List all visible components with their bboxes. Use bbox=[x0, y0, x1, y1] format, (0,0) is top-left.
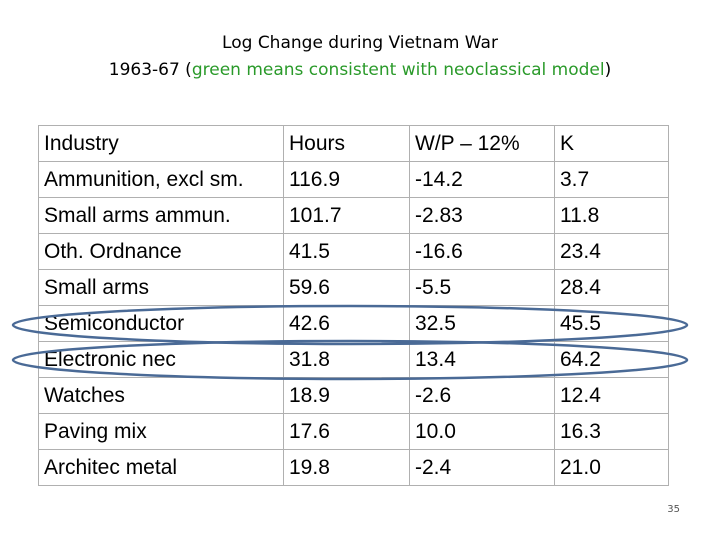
table-row: Electronic nec 31.8 13.4 64.2 bbox=[38, 341, 669, 378]
title-line-1: Log Change during Vietnam War bbox=[222, 33, 498, 53]
header-k: K bbox=[554, 125, 669, 162]
title-green-note: green means consistent with neoclassical… bbox=[191, 60, 605, 80]
cell-hours: 31.8 bbox=[283, 341, 410, 378]
cell-wp: 10.0 bbox=[409, 413, 555, 450]
table-row: Architec metal 19.8 -2.4 21.0 bbox=[38, 449, 669, 486]
header-hours: Hours bbox=[283, 125, 410, 162]
cell-hours: 42.6 bbox=[283, 305, 410, 342]
cell-k: 16.3 bbox=[554, 413, 669, 450]
cell-hours: 101.7 bbox=[283, 197, 410, 234]
cell-industry: Semiconductor bbox=[38, 305, 284, 342]
cell-wp: 32.5 bbox=[409, 305, 555, 342]
cell-k: 12.4 bbox=[554, 377, 669, 414]
cell-hours: 18.9 bbox=[283, 377, 410, 414]
cell-wp: -5.5 bbox=[409, 269, 555, 306]
table-header-row: Industry Hours W/P – 12% K bbox=[38, 125, 669, 162]
cell-industry: Ammunition, excl sm. bbox=[38, 161, 284, 198]
cell-hours: 17.6 bbox=[283, 413, 410, 450]
title-line-2-prefix: 1963-67 ( bbox=[108, 60, 192, 80]
header-industry: Industry bbox=[38, 125, 284, 162]
table-row: Semiconductor 42.6 32.5 45.5 bbox=[38, 305, 669, 342]
cell-k: 21.0 bbox=[554, 449, 669, 486]
page-number: 35 bbox=[667, 504, 680, 515]
table-row: Paving mix 17.6 10.0 16.3 bbox=[38, 413, 669, 450]
table-row: Ammunition, excl sm. 116.9 -14.2 3.7 bbox=[38, 161, 669, 198]
cell-hours: 19.8 bbox=[283, 449, 410, 486]
cell-wp: -2.4 bbox=[409, 449, 555, 486]
cell-k: 23.4 bbox=[554, 233, 669, 270]
cell-industry: Watches bbox=[38, 377, 284, 414]
cell-industry: Electronic nec bbox=[38, 341, 284, 378]
table-row: Small arms 59.6 -5.5 28.4 bbox=[38, 269, 669, 306]
cell-wp: -14.2 bbox=[409, 161, 555, 198]
cell-wp: -2.6 bbox=[409, 377, 555, 414]
cell-k: 64.2 bbox=[554, 341, 669, 378]
table-row: Watches 18.9 -2.6 12.4 bbox=[38, 377, 669, 414]
industry-table: Industry Hours W/P – 12% K Ammunition, e… bbox=[38, 125, 669, 486]
cell-wp: 13.4 bbox=[409, 341, 555, 378]
cell-k: 28.4 bbox=[554, 269, 669, 306]
cell-industry: Paving mix bbox=[38, 413, 284, 450]
header-wp: W/P – 12% bbox=[409, 125, 555, 162]
cell-industry: Architec metal bbox=[38, 449, 284, 486]
cell-hours: 59.6 bbox=[283, 269, 410, 306]
cell-k: 45.5 bbox=[554, 305, 669, 342]
table-row: Oth. Ordnance 41.5 -16.6 23.4 bbox=[38, 233, 669, 270]
cell-k: 11.8 bbox=[554, 197, 669, 234]
cell-industry: Small arms bbox=[38, 269, 284, 306]
cell-k: 3.7 bbox=[554, 161, 669, 198]
cell-hours: 41.5 bbox=[283, 233, 410, 270]
title-line-2: 1963-67 (green means consistent with neo… bbox=[0, 57, 720, 84]
title-line-2-suffix: ) bbox=[604, 60, 612, 80]
table-row: Small arms ammun. 101.7 -2.83 11.8 bbox=[38, 197, 669, 234]
cell-wp: -2.83 bbox=[409, 197, 555, 234]
cell-wp: -16.6 bbox=[409, 233, 555, 270]
cell-industry: Small arms ammun. bbox=[38, 197, 284, 234]
cell-industry: Oth. Ordnance bbox=[38, 233, 284, 270]
cell-hours: 116.9 bbox=[283, 161, 410, 198]
slide-title: Log Change during Vietnam War 1963-67 (g… bbox=[0, 30, 720, 84]
